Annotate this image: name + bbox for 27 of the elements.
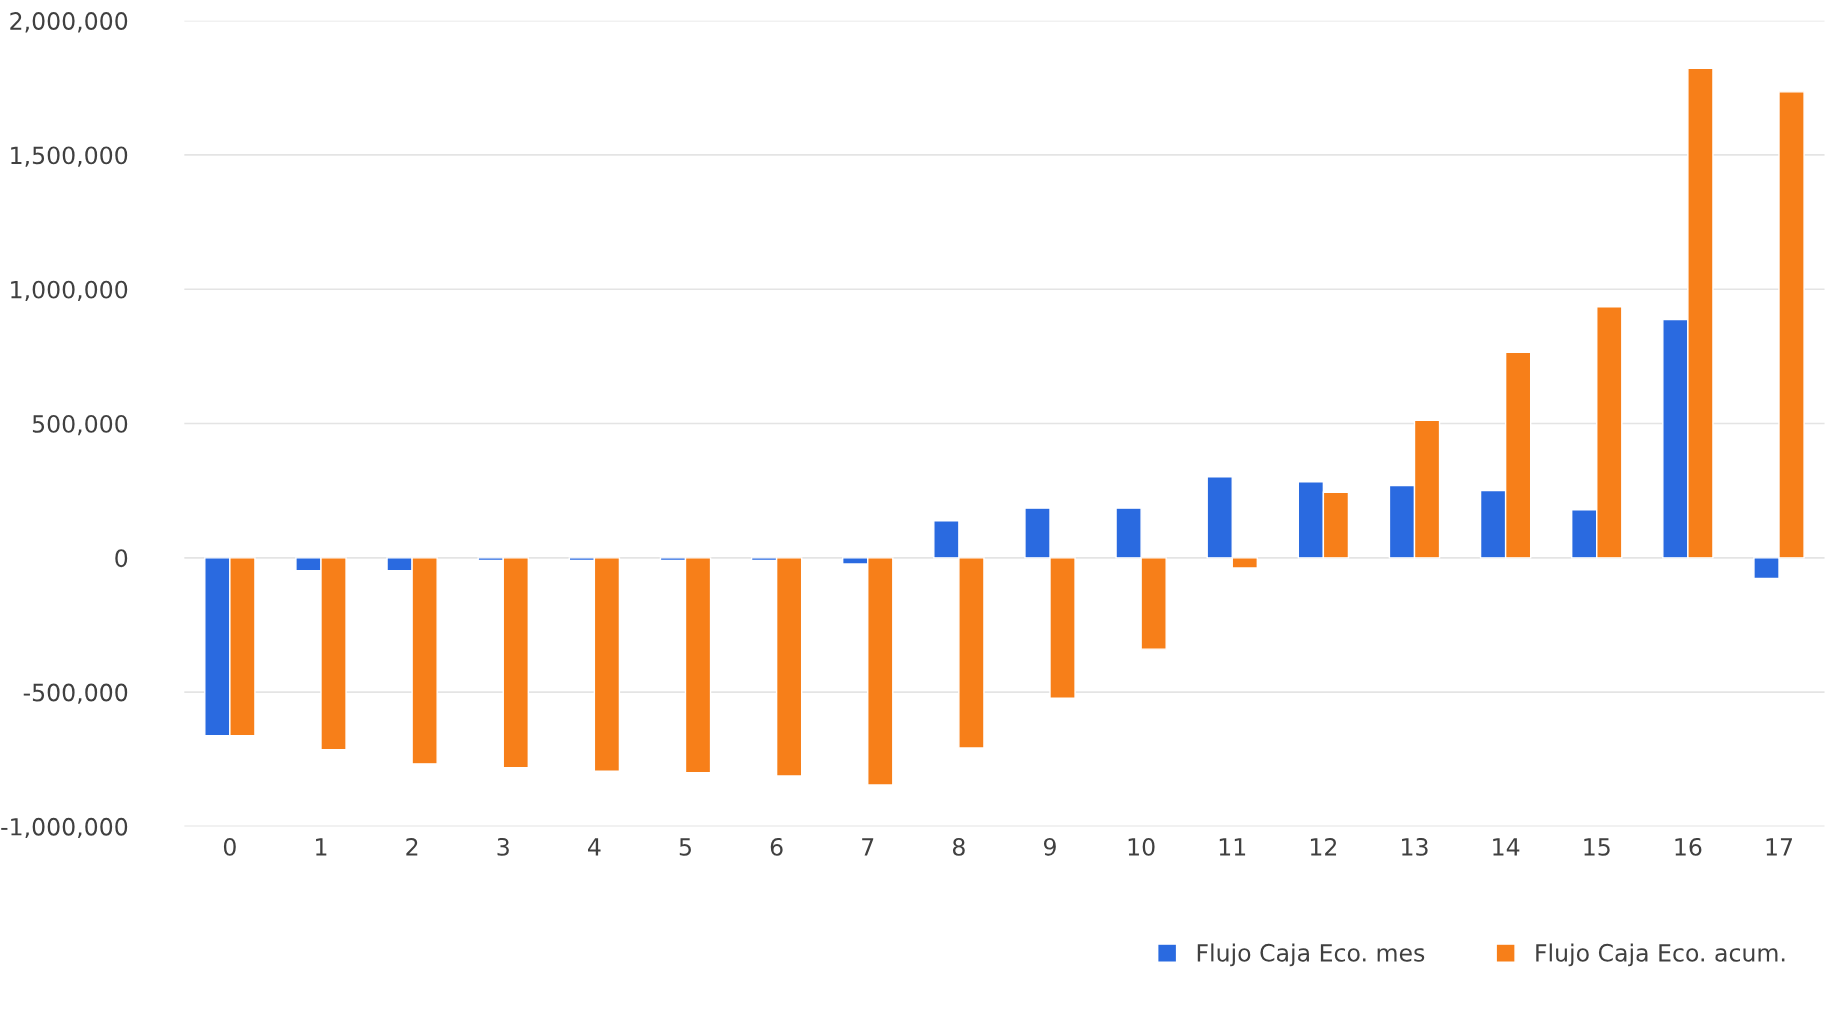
y-tick-label: 0 bbox=[115, 549, 128, 568]
x-tick-label: 4 bbox=[588, 838, 601, 856]
y-tick-label: 2,000,000 bbox=[10, 12, 128, 33]
x-tick-label: 16 bbox=[1675, 837, 1702, 856]
x-tick-label: 17 bbox=[1766, 838, 1793, 856]
x-tick-label: 0 bbox=[223, 837, 236, 856]
x-tick-label: 5 bbox=[679, 838, 691, 856]
y-tick-label: -1,000,000 bbox=[1, 817, 128, 839]
y-tick-label: 1,500,000 bbox=[11, 146, 128, 167]
x-tick-label: 9 bbox=[1043, 837, 1056, 856]
x-tick-label: 12 bbox=[1310, 837, 1337, 856]
x-tick-label: 14 bbox=[1493, 838, 1520, 856]
y-tick-label: 1,000,000 bbox=[11, 280, 128, 301]
x-tick-label: 15 bbox=[1584, 838, 1610, 856]
y-tick-label: -500,000 bbox=[23, 683, 128, 704]
legend-label: Flujo Caja Eco. mes bbox=[1197, 943, 1425, 967]
x-tick-label: 13 bbox=[1402, 837, 1428, 856]
x-tick-label: 1 bbox=[316, 838, 327, 856]
x-tick-label: 3 bbox=[497, 837, 509, 856]
x-tick-label: 6 bbox=[770, 837, 783, 856]
x-tick-label: 11 bbox=[1219, 838, 1246, 856]
legend-label: Flujo Caja Eco. acum. bbox=[1536, 943, 1785, 967]
x-tick-label: 7 bbox=[862, 838, 874, 856]
x-tick-label: 8 bbox=[952, 837, 965, 856]
x-tick-label: 2 bbox=[406, 837, 418, 856]
x-tick-label: 10 bbox=[1128, 837, 1155, 856]
y-tick-label: 500,000 bbox=[32, 414, 128, 436]
